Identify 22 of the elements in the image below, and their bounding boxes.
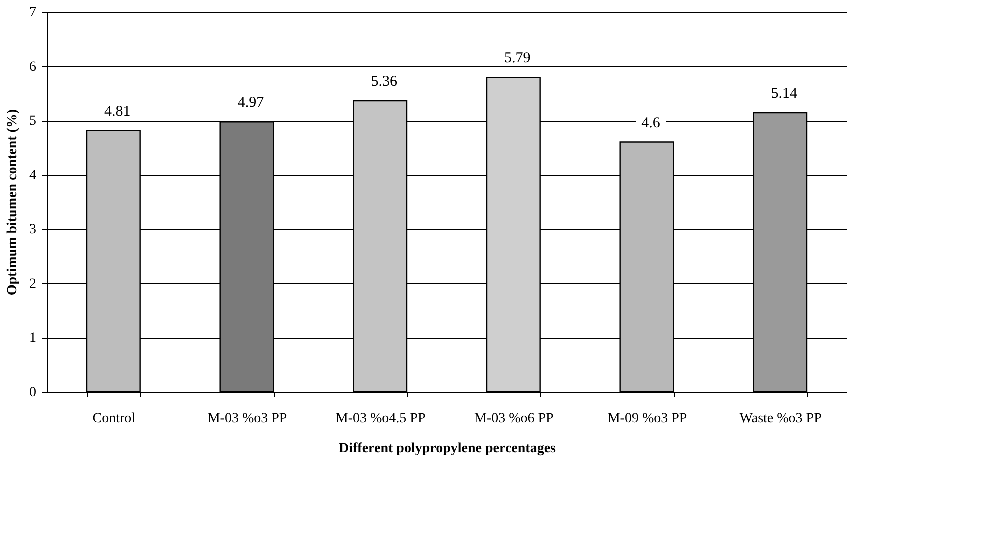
y-tick-label: 6 bbox=[30, 60, 36, 75]
x-tick-label: M-03 %o6 PP bbox=[474, 412, 554, 426]
y-tick-label: 4 bbox=[30, 168, 36, 184]
y-tick-label: 3 bbox=[30, 222, 36, 238]
x-tick-label: M-03 %o3 PP bbox=[208, 412, 288, 426]
y-axis-title: Optimum bitumen content (%) bbox=[6, 109, 20, 296]
data-label: 5.14 bbox=[771, 86, 798, 102]
data-label: 4.81 bbox=[104, 104, 131, 120]
data-label: 4.97 bbox=[238, 95, 265, 112]
y-tick-label: 5 bbox=[30, 114, 36, 130]
data-label: 5.36 bbox=[371, 74, 398, 90]
data-label: 5.79 bbox=[504, 50, 531, 67]
x-tick-label: M-03 %o4.5 PP bbox=[336, 412, 426, 426]
x-axis-title: Different polypropylene percentages bbox=[339, 442, 557, 456]
x-tick-label: Control bbox=[92, 412, 136, 426]
data-label: 4.6 bbox=[642, 115, 661, 132]
x-tick-label: Waste %o3 PP bbox=[740, 412, 822, 426]
y-tick-label: 7 bbox=[30, 6, 36, 20]
y-tick-label: 1 bbox=[30, 331, 36, 346]
y-tick-label: 2 bbox=[30, 276, 36, 292]
y-tick-label: 0 bbox=[30, 386, 36, 400]
x-tick-label: M-09 %o3 PP bbox=[608, 412, 688, 426]
